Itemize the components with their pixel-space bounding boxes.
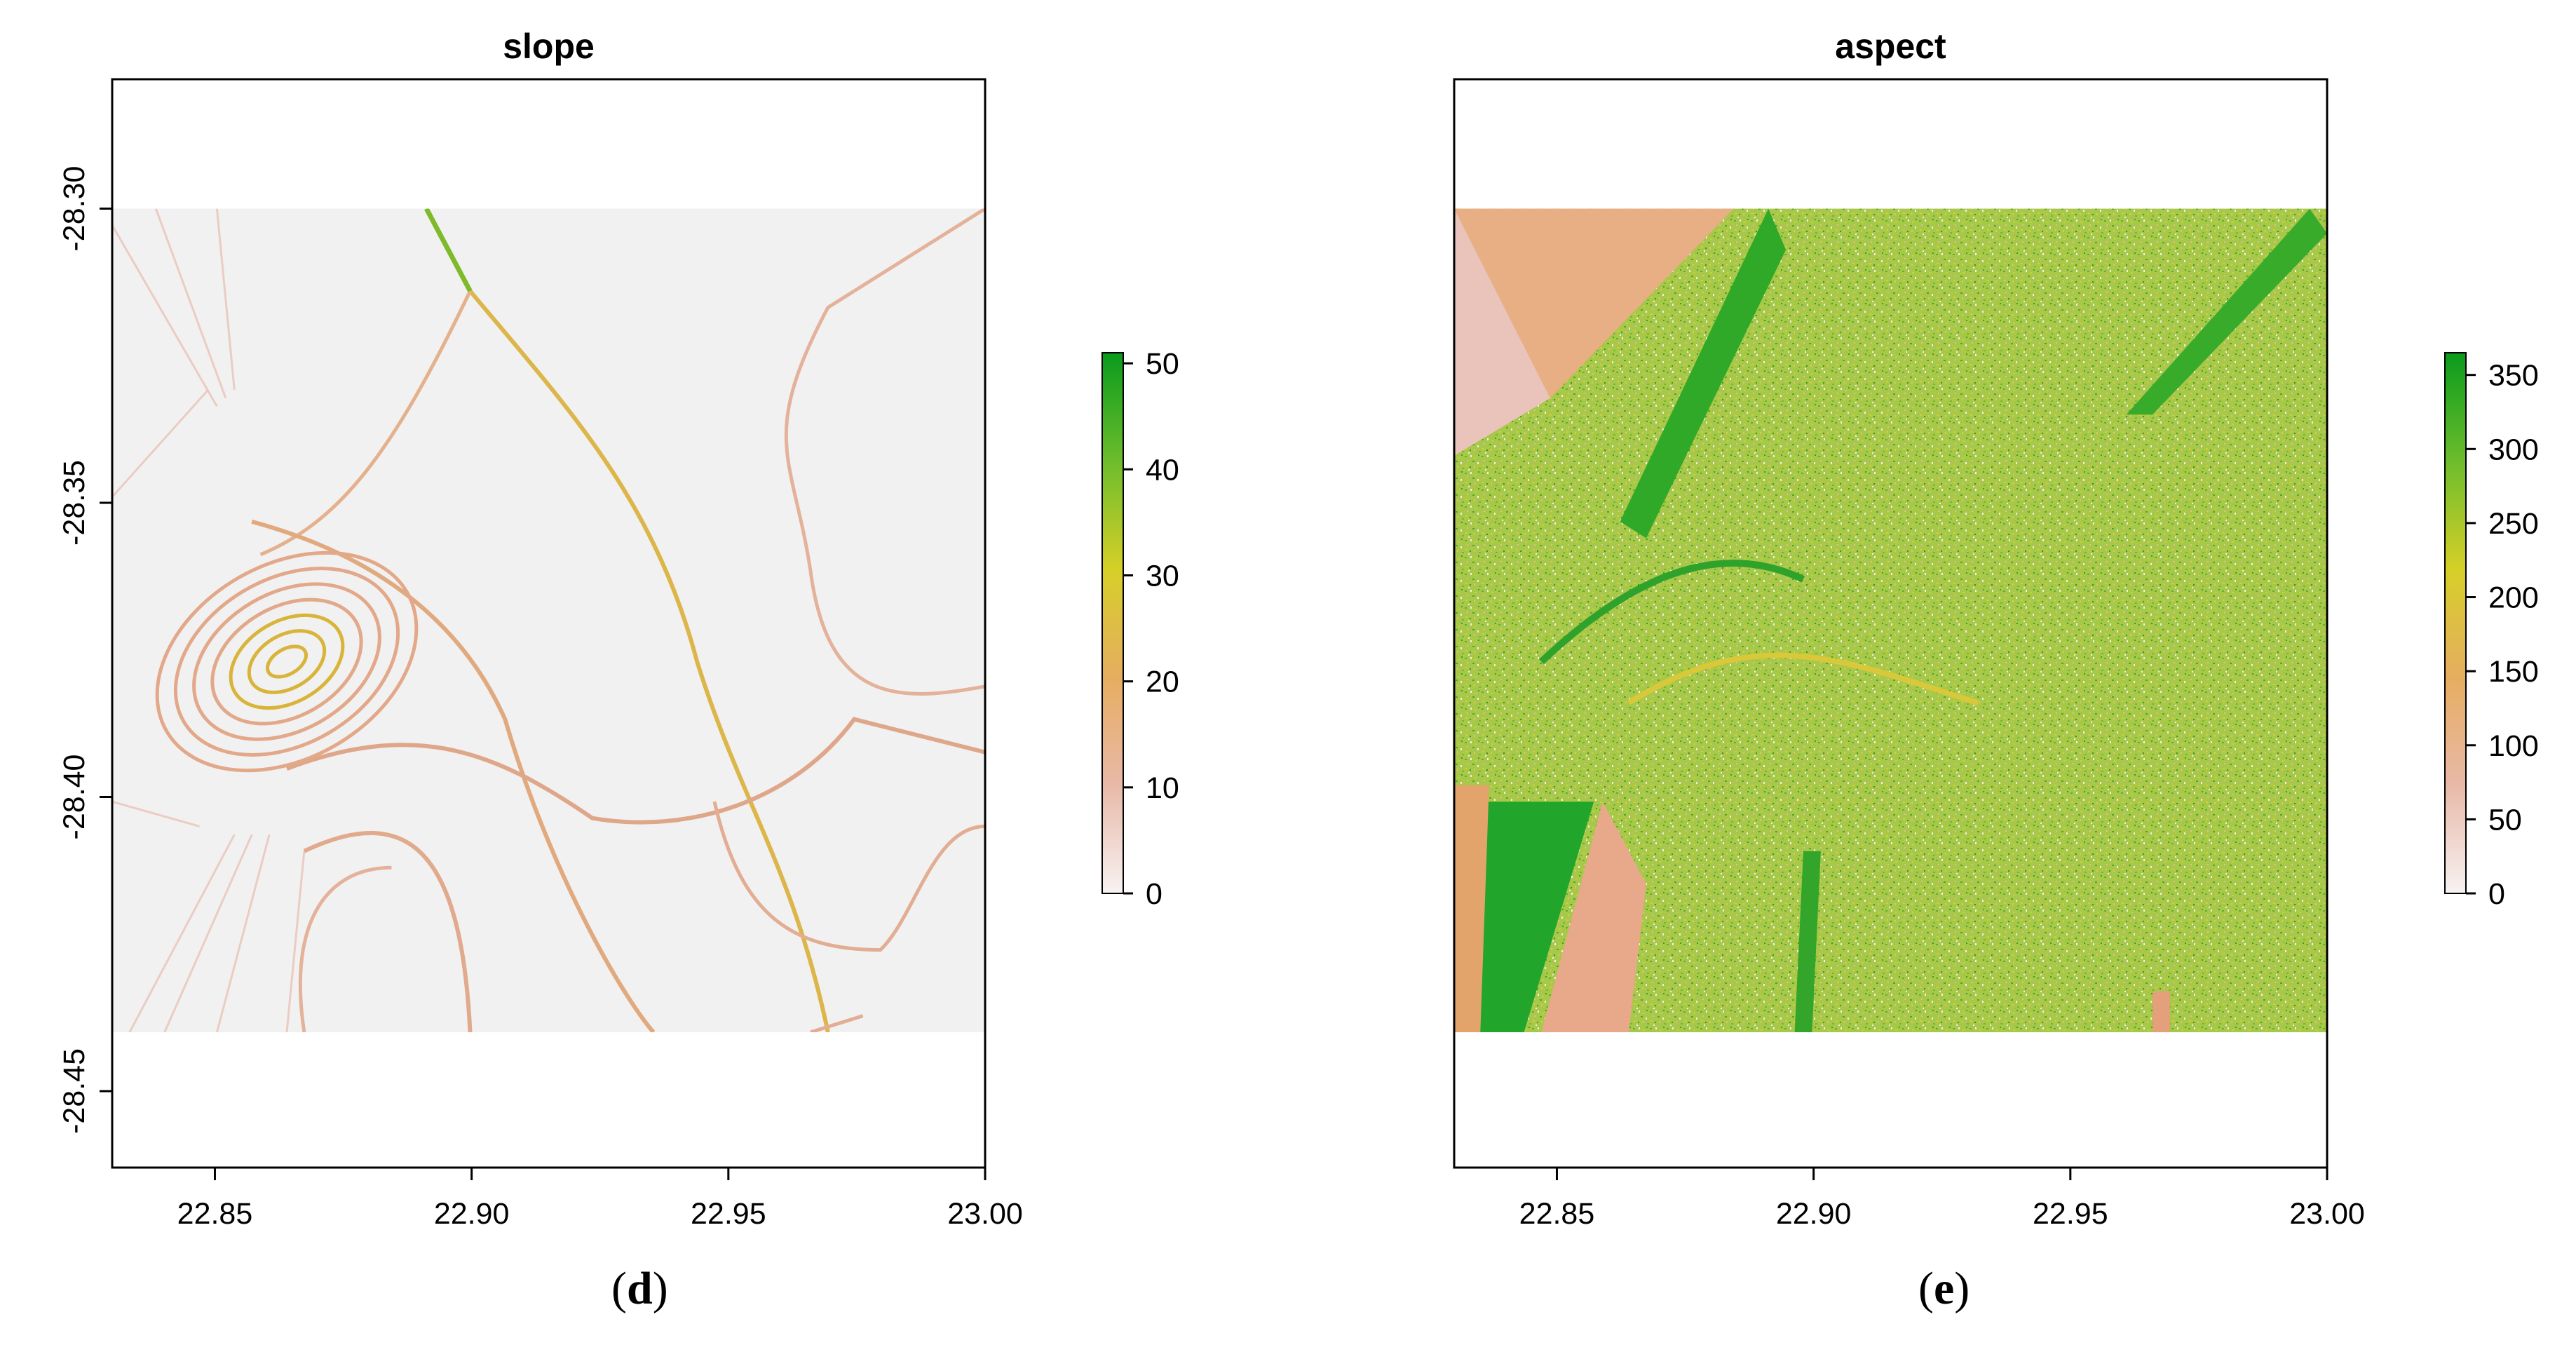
caption-d-open: ( <box>611 1263 627 1314</box>
slope-streak-8 <box>285 851 306 1033</box>
slope-hill-contour-6 <box>155 550 419 773</box>
x-tick-label-0: 22.85 <box>1519 1197 1595 1231</box>
slope-hill-contour-1 <box>247 629 327 694</box>
aspect-band-5 <box>1794 851 1821 1032</box>
plot-title-aspect: aspect <box>1835 27 1946 66</box>
raster-aspect <box>1454 208 2327 1033</box>
slope-contour-6 <box>784 208 985 696</box>
slope-streak-1 <box>154 208 227 399</box>
slope-streak-0 <box>112 224 218 407</box>
slope-contour-5 <box>298 865 392 1033</box>
slope-ridge <box>424 208 473 292</box>
colorbar-label-2: 20 <box>1146 665 1179 699</box>
colorbar-label-6: 300 <box>2488 433 2539 466</box>
plot-frame-aspect <box>1453 78 2328 1169</box>
colorbar-label-2: 100 <box>2488 729 2539 763</box>
colorbar-label-3: 30 <box>1146 559 1179 593</box>
colorbar-label-0: 0 <box>1146 877 1162 911</box>
raster-slope <box>112 208 985 1033</box>
aspect-band-1 <box>1454 802 1594 1032</box>
slope-streak-5 <box>128 834 236 1033</box>
plot-title-slope: slope <box>503 27 595 66</box>
slope-streak-6 <box>163 834 253 1033</box>
caption-e-letter: e <box>1933 1263 1955 1314</box>
aspect-band-3 <box>1454 785 1489 1032</box>
colorbar-label-5: 50 <box>1146 347 1179 381</box>
slope-contour-7 <box>712 801 985 952</box>
slope-hill-contour-0 <box>266 644 308 679</box>
y-tick-label-3: -28.45 <box>57 1048 91 1134</box>
x-tick-label-1: 22.90 <box>434 1197 510 1231</box>
slope-streak-3 <box>112 388 210 498</box>
x-tick-label-2: 22.95 <box>691 1197 766 1231</box>
slope-contour-1 <box>259 290 472 557</box>
colorbar-label-1: 50 <box>2488 803 2522 837</box>
colorbar-label-0: 0 <box>2488 877 2505 911</box>
raster-background <box>112 208 985 1033</box>
aspect-band-4 <box>2126 208 2327 415</box>
y-tick-label-0: -28.30 <box>57 166 91 252</box>
y-tick-label-2: -28.40 <box>57 755 91 840</box>
plot-frame-slope <box>111 78 987 1169</box>
caption-e-close: ) <box>1954 1263 1970 1314</box>
slope-contour-8 <box>810 1014 864 1033</box>
caption-d-letter: d <box>626 1263 653 1314</box>
slope-contour-0 <box>424 208 830 1033</box>
x-tick-label-3: 23.00 <box>947 1197 1023 1231</box>
x-tick-label-1: 22.90 <box>1776 1197 1852 1231</box>
slope-contour-4 <box>303 831 473 1033</box>
panel-aspect: aspect 22.85 22.90 22.95 23.00 0 50 100 150 200 25… <box>1453 27 2539 1231</box>
colorbar-label-3: 150 <box>2488 655 2539 689</box>
slope-hill-contour-3 <box>210 597 363 726</box>
colorbar-slope <box>1101 352 1124 894</box>
x-tick-label-3: 23.00 <box>2289 1197 2365 1231</box>
slope-streak-4 <box>112 800 200 827</box>
slope-hill-contour-4 <box>192 582 381 741</box>
caption-d-close: ) <box>652 1263 668 1314</box>
colorbar-label-1: 10 <box>1146 771 1179 805</box>
caption-d: (d) <box>611 1262 668 1316</box>
aspect-streak-1 <box>1627 652 1979 706</box>
aspect-streak-0 <box>1539 560 1805 665</box>
slope-hill-contour-2 <box>229 613 345 710</box>
slope-hill-contour-5 <box>173 567 400 757</box>
slope-contour-2 <box>251 520 656 1033</box>
slope-contour-3 <box>285 717 985 825</box>
y-tick-label-1: -28.35 <box>57 460 91 546</box>
caption-e: (e) <box>1918 1262 1970 1316</box>
colorbar-label-4: 40 <box>1146 453 1179 487</box>
aspect-band-2 <box>1541 802 1646 1032</box>
colorbar-label-7: 350 <box>2488 359 2539 393</box>
aspect-band-6 <box>2153 991 2170 1032</box>
slope-streak-7 <box>215 834 271 1033</box>
slope-streak-2 <box>215 208 236 391</box>
x-tick-label-2: 22.95 <box>2033 1197 2108 1231</box>
aspect-fan-left <box>1454 208 1550 456</box>
colorbar-label-4: 200 <box>2488 581 2539 615</box>
x-tick-label-0: 22.85 <box>177 1197 253 1231</box>
caption-e-open: ( <box>1918 1263 1934 1314</box>
panel-slope: slope 22.85 22.90 22.95 23.00 -28.30 -28.35 -28… <box>57 27 1179 1231</box>
aspect-band-0 <box>1620 208 1787 539</box>
colorbar-label-5: 250 <box>2488 507 2539 541</box>
colorbar-aspect <box>2444 352 2467 894</box>
aspect-fan-top <box>1454 208 1734 398</box>
